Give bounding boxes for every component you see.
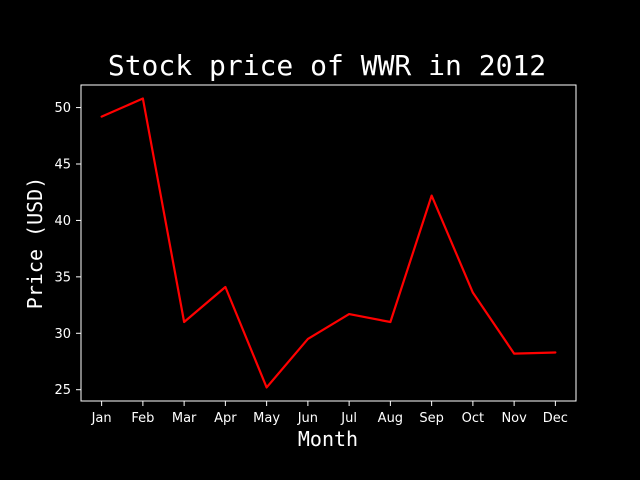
y-tick-label: 35	[54, 270, 71, 285]
x-tick-label: Nov	[501, 411, 527, 426]
y-tick-label: 45	[54, 158, 71, 173]
y-axis-label: Price (USD)	[23, 177, 47, 309]
x-tick-label: Jul	[340, 411, 357, 426]
x-tick-label: Aug	[378, 411, 403, 426]
plot-frame	[80, 84, 577, 402]
x-tick-label: Jun	[297, 411, 318, 426]
x-tick-label: Apr	[214, 411, 237, 426]
x-tick-label: May	[253, 411, 280, 426]
series-points	[101, 98, 556, 388]
x-axis-ticks: Jan Feb Mar Apr May Jun Jul Aug Sep Oct Nov Dec	[91, 401, 568, 426]
series-line	[100, 97, 557, 389]
y-tick-label: 30	[54, 327, 71, 342]
x-tick-label: Dec	[543, 411, 568, 426]
x-tick-label: Sep	[419, 411, 444, 426]
y-axis-ticks: 25 30 35 40 45 50	[54, 101, 81, 398]
x-tick-label: Feb	[131, 411, 154, 426]
x-tick-label: Mar	[172, 411, 197, 426]
y-tick-label: 25	[54, 383, 71, 398]
y-tick-label: 50	[54, 101, 71, 116]
y-tick-label: 40	[54, 214, 71, 229]
x-axis-label: Month	[298, 427, 358, 451]
chart-title: Stock price of WWR in 2012	[108, 49, 546, 82]
x-tick-label: Jan	[91, 411, 112, 426]
x-tick-label: Oct	[462, 411, 484, 426]
